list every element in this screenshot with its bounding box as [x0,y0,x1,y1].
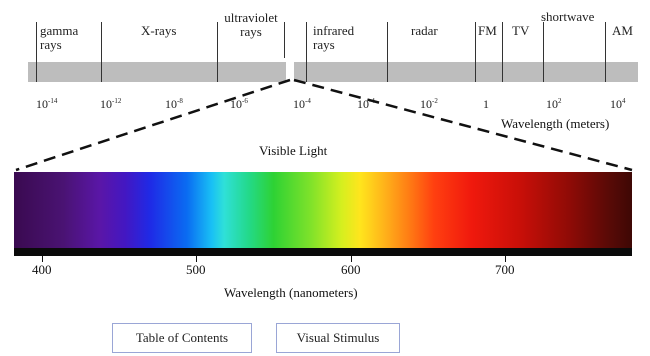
region-label-radar: radar [411,23,438,38]
divider-shortwave-am [605,22,606,82]
nm-label-500: 500 [186,262,206,277]
wavelength-tick-4: 10-6 [230,97,248,111]
divider-ir-start [306,22,307,82]
wavelength-tick-9: 102 [546,97,562,111]
region-label-gamma: gamma rays [40,23,79,52]
region-label-tv: TV [512,23,530,38]
wavelength-tick-5: 10-4 [293,97,311,111]
wavelength-nanometers-title: Wavelength (nanometers) [224,285,358,300]
nm-tick-500 [196,256,197,262]
nm-tick-400 [42,256,43,262]
region-label-am: AM [612,23,633,38]
divider-gamma-start [36,22,37,82]
wavelength-tick-8: 1 [483,97,489,111]
divider-tv-shortwave [543,22,544,82]
zoom-line-left [15,78,291,172]
nm-label-700: 700 [495,262,515,277]
wavelength-meters-label: Wavelength (meters) [501,116,610,131]
divider-radar-fm [475,22,476,82]
nm-label-600: 600 [341,262,361,277]
region-label-xray: X-rays [141,23,177,38]
divider-xray-uv [217,22,218,82]
em-band-right [294,62,638,82]
region-label-shortwave: shortwave [541,9,595,24]
divider-gamma-xray [101,22,102,82]
nm-tick-700 [505,256,506,262]
wavelength-tick-10: 104 [610,97,626,111]
divider-ir-radar [387,22,388,82]
region-label-ultraviolet: ultraviolet rays [224,10,278,39]
zoom-line-right [293,78,633,172]
visual-stimulus-button[interactable]: Visual Stimulus [276,323,400,353]
wavelength-tick-1: 10-14 [36,97,58,111]
visible-light-title: Visible Light [259,143,328,158]
nanometer-scale-bar [14,248,632,256]
divider-fm-tv [502,22,503,82]
visible-spectrum-gradient [14,172,632,248]
divider-uv-end [284,22,285,58]
table-of-contents-button[interactable]: Table of Contents [112,323,252,353]
region-label-infrared: infrared rays [313,23,355,52]
nm-label-400: 400 [32,262,52,277]
wavelength-tick-3: 10-8 [165,97,183,111]
nm-tick-600 [351,256,352,262]
wavelength-tick-2: 10-12 [100,97,122,111]
em-band-left [28,62,286,82]
region-label-fm: FM [478,23,497,38]
wavelength-tick-7: 10-2 [420,97,438,111]
